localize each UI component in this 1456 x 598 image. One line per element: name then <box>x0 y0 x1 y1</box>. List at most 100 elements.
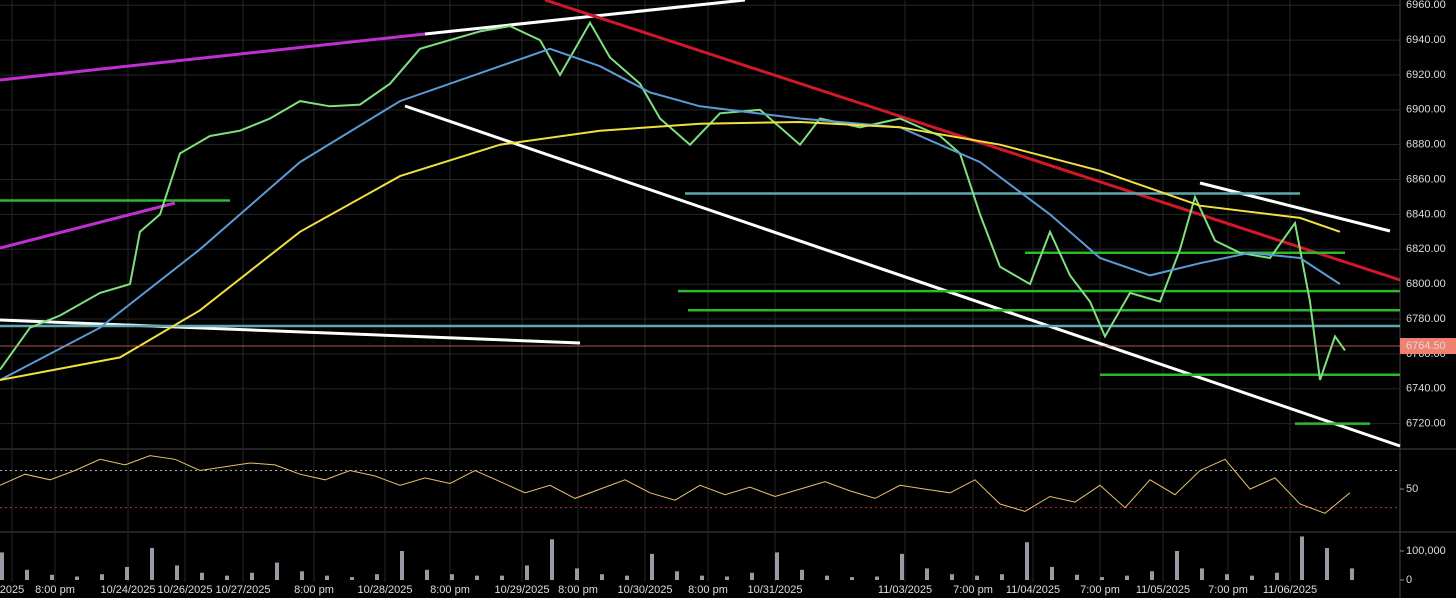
x-tick-label: 10/28/2025 <box>357 584 412 596</box>
volume-bar <box>650 553 654 580</box>
volume-bar <box>250 572 254 580</box>
volume-bar <box>1225 574 1229 580</box>
x-tick-label: 8:00 pm <box>35 584 75 596</box>
volume-bar <box>875 576 879 580</box>
x-tick-label: 10/26/2025 <box>157 584 212 596</box>
y-tick-label: 6720.00 <box>1406 418 1446 430</box>
volume-bar <box>500 575 504 580</box>
x-tick-label: 7:00 pm <box>953 584 993 596</box>
x-tick-label: 10/29/2025 <box>494 584 549 596</box>
volume-bar <box>450 574 454 580</box>
volume-bar <box>1275 572 1279 580</box>
x-tick-label: 10/31/2025 <box>747 584 802 596</box>
series-line <box>0 120 1341 381</box>
x-tick-label: 2025 <box>0 584 24 596</box>
volume-bar <box>850 577 854 580</box>
trendlines <box>0 0 1401 448</box>
volume-bar <box>1075 574 1079 580</box>
volume-bar <box>175 565 179 580</box>
x-tick-label: 8:00 pm <box>558 584 598 596</box>
volume-bar <box>725 576 729 580</box>
y-tick-label: 50 <box>1406 483 1418 495</box>
series-line <box>0 455 1351 514</box>
y-tick-label: 6900.00 <box>1406 104 1446 116</box>
volume-bar <box>925 568 929 580</box>
volume-bar <box>1050 566 1054 580</box>
volume-bar <box>625 575 629 580</box>
volume-bar <box>125 566 129 580</box>
x-tick-label: 10/27/2025 <box>215 584 270 596</box>
trendline <box>0 201 176 250</box>
volume-bar <box>1100 577 1104 580</box>
volume-bar <box>700 575 704 580</box>
volume-bar <box>550 539 554 580</box>
volume-bar <box>100 574 104 580</box>
volume-bar <box>150 548 154 580</box>
volume-bar <box>600 574 604 580</box>
trendline <box>0 318 581 345</box>
y-tick-label: 6800.00 <box>1406 278 1446 290</box>
x-tick-label: 11/04/2025 <box>1006 584 1060 596</box>
x-tick-label: 10/30/2025 <box>617 584 672 596</box>
y-tick-label: 0 <box>1406 574 1412 586</box>
trendline <box>0 32 426 82</box>
volume-bar <box>0 552 4 580</box>
volume-bar <box>675 571 679 580</box>
x-tick-label: 7:00 pm <box>1080 584 1120 596</box>
y-tick-label: 6920.00 <box>1406 69 1446 81</box>
x-tick-label: 8:00 pm <box>430 584 470 596</box>
volume-bar <box>1325 548 1329 580</box>
volume-bar <box>1350 568 1354 580</box>
volume-bar <box>825 575 829 580</box>
volume-bar <box>975 575 979 580</box>
volume-bar <box>950 574 954 580</box>
x-tick-label: 8:00 pm <box>294 584 334 596</box>
volume-bar <box>1125 575 1129 580</box>
x-tick-label: 8:00 pm <box>688 584 728 596</box>
y-tick-label: 6860.00 <box>1406 173 1446 185</box>
volume-bar <box>325 575 329 580</box>
volume-bar <box>75 576 79 580</box>
last-price-box <box>1400 338 1456 355</box>
last-price-label: 6764.50 <box>1406 340 1446 352</box>
volume-bar <box>525 565 529 580</box>
y-tick-label: 6880.00 <box>1406 139 1446 151</box>
y-tick-label: 6820.00 <box>1406 243 1446 255</box>
x-tick-label: 10/24/2025 <box>100 584 155 596</box>
y-tick-label: 6740.00 <box>1406 383 1446 395</box>
volume-bar <box>1300 536 1304 580</box>
y-tick-label: 6780.00 <box>1406 313 1446 325</box>
series-line <box>0 20 1346 381</box>
y-tick-label: 6960.00 <box>1406 0 1446 11</box>
volume-bar <box>775 552 779 580</box>
volume-bar <box>225 575 229 580</box>
volume-bar <box>350 577 354 580</box>
volume-bar <box>300 571 304 580</box>
x-tick-label: 11/03/2025 <box>878 584 932 596</box>
volume-bar <box>400 550 404 580</box>
volume-bar <box>200 572 204 580</box>
x-tick-label: 11/05/2025 <box>1136 584 1190 596</box>
volume-bar <box>1000 574 1004 580</box>
series-line <box>0 47 1341 381</box>
volume-bar <box>275 562 279 580</box>
volume-bar <box>1175 550 1179 580</box>
volume-bar <box>1250 575 1254 580</box>
x-tick-label: 7:00 pm <box>1208 584 1248 596</box>
volume-bar <box>1200 568 1204 580</box>
volume-bar <box>425 569 429 580</box>
y-tick-label: 100,000 <box>1406 545 1446 557</box>
trendline <box>1199 181 1391 233</box>
volume-bar <box>800 569 804 580</box>
trendline <box>424 0 746 36</box>
volume-bar <box>375 574 379 580</box>
volume-bar <box>1025 542 1029 580</box>
volume-bar <box>25 569 29 580</box>
volume-bar <box>575 568 579 580</box>
volume-bar <box>900 553 904 580</box>
y-tick-label: 6940.00 <box>1406 34 1446 46</box>
y-tick-label: 6840.00 <box>1406 208 1446 220</box>
volume-bar <box>1150 571 1154 580</box>
